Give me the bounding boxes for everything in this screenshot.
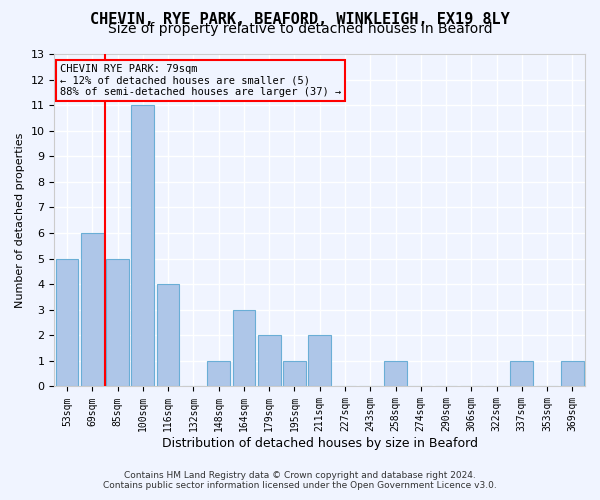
Bar <box>511 361 533 386</box>
Text: CHEVIN RYE PARK: 79sqm
← 12% of detached houses are smaller (5)
88% of semi-deta: CHEVIN RYE PARK: 79sqm ← 12% of detached… <box>60 64 341 97</box>
X-axis label: Distribution of detached houses by size in Beaford: Distribution of detached houses by size … <box>162 437 478 450</box>
Bar <box>106 258 129 386</box>
Bar <box>56 258 79 386</box>
Bar <box>207 361 230 386</box>
Text: Contains HM Land Registry data © Crown copyright and database right 2024.
Contai: Contains HM Land Registry data © Crown c… <box>103 470 497 490</box>
Bar <box>384 361 407 386</box>
Bar <box>283 361 306 386</box>
Y-axis label: Number of detached properties: Number of detached properties <box>15 132 25 308</box>
Bar <box>131 105 154 386</box>
Text: Size of property relative to detached houses in Beaford: Size of property relative to detached ho… <box>107 22 493 36</box>
Bar <box>308 336 331 386</box>
Bar <box>258 336 281 386</box>
Bar <box>233 310 255 386</box>
Bar <box>157 284 179 386</box>
Bar <box>81 233 104 386</box>
Bar <box>561 361 584 386</box>
Text: CHEVIN, RYE PARK, BEAFORD, WINKLEIGH, EX19 8LY: CHEVIN, RYE PARK, BEAFORD, WINKLEIGH, EX… <box>90 12 510 28</box>
